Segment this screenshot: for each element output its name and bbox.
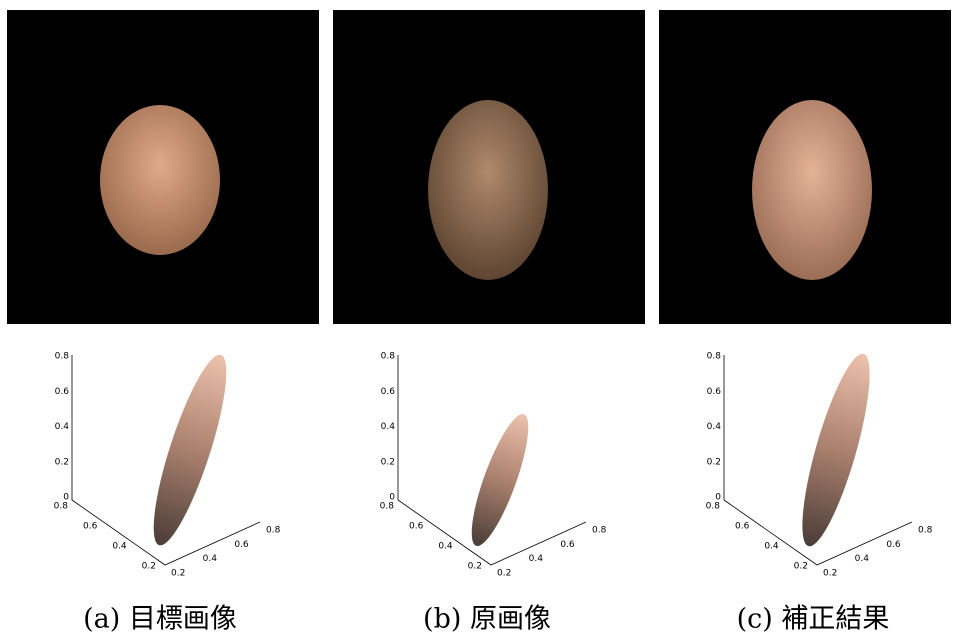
caption: (a) 目標画像 <box>83 604 237 635</box>
x-tick-label: 0.6 <box>735 522 750 532</box>
x-tick-label: 0.6 <box>83 522 98 532</box>
point-cloud <box>789 348 883 551</box>
figure: 00.20.40.60.80.20.40.60.80.20.40.60.8(a)… <box>0 0 958 639</box>
x-tick-label: 0.2 <box>142 562 156 572</box>
y-tick-label: 0.8 <box>592 526 607 536</box>
x-tick-label: 0.4 <box>438 542 453 552</box>
z-tick-label: 0.4 <box>381 422 396 432</box>
panel: 00.20.40.60.80.20.40.60.80.20.40.60.8(c)… <box>659 10 951 635</box>
z-tick-label: 0.4 <box>55 422 70 432</box>
z-tick-label: 0.8 <box>707 352 722 362</box>
panel: 00.20.40.60.80.20.40.60.80.20.40.60.8(a)… <box>7 10 319 635</box>
x-tick-label: 0.2 <box>468 562 482 572</box>
z-tick-label: 0.8 <box>381 352 396 362</box>
y-tick-label: 0.6 <box>886 540 901 550</box>
y-tick-label: 0.4 <box>855 554 870 564</box>
point-cloud <box>461 409 539 552</box>
z-tick-label: 0.2 <box>381 457 395 467</box>
face <box>752 100 872 280</box>
y-tick-label: 0.2 <box>497 569 511 579</box>
x-tick-label: 0.8 <box>54 502 69 512</box>
x-tick-label: 0.4 <box>112 542 127 552</box>
face <box>428 100 548 280</box>
x-tick-label: 0.4 <box>764 542 779 552</box>
y-tick-label: 0.6 <box>560 540 575 550</box>
point-cloud <box>140 349 240 552</box>
z-tick-label: 0.2 <box>55 457 69 467</box>
z-tick-label: 0.2 <box>707 457 721 467</box>
x-tick-label: 0.8 <box>706 502 721 512</box>
y-tick-label: 0.2 <box>823 569 837 579</box>
panel: 00.20.40.60.80.20.40.60.80.20.40.60.8(b)… <box>333 10 645 635</box>
x-tick-label: 0.8 <box>380 502 395 512</box>
y-tick-label: 0.4 <box>203 554 218 564</box>
y-tick-label: 0.2 <box>171 569 185 579</box>
x-tick-label: 0.2 <box>794 562 808 572</box>
caption: (c) 補正結果 <box>737 604 890 635</box>
z-tick-label: 0.6 <box>707 387 722 397</box>
z-tick-label: 0.8 <box>55 352 70 362</box>
caption: (b) 原画像 <box>423 604 551 635</box>
face <box>100 105 220 255</box>
y-tick-label: 0.8 <box>918 526 933 536</box>
z-tick-label: 0.4 <box>707 422 722 432</box>
y-tick-label: 0.4 <box>529 554 544 564</box>
z-tick-label: 0.6 <box>381 387 396 397</box>
y-tick-label: 0.6 <box>234 540 249 550</box>
x-tick-label: 0.6 <box>409 522 424 532</box>
y-tick-label: 0.8 <box>266 526 281 536</box>
z-tick-label: 0.6 <box>55 387 70 397</box>
